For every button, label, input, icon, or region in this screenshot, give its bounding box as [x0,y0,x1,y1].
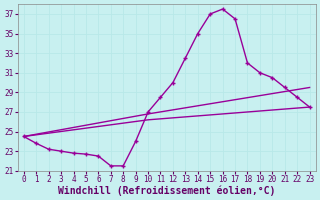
X-axis label: Windchill (Refroidissement éolien,°C): Windchill (Refroidissement éolien,°C) [58,185,276,196]
